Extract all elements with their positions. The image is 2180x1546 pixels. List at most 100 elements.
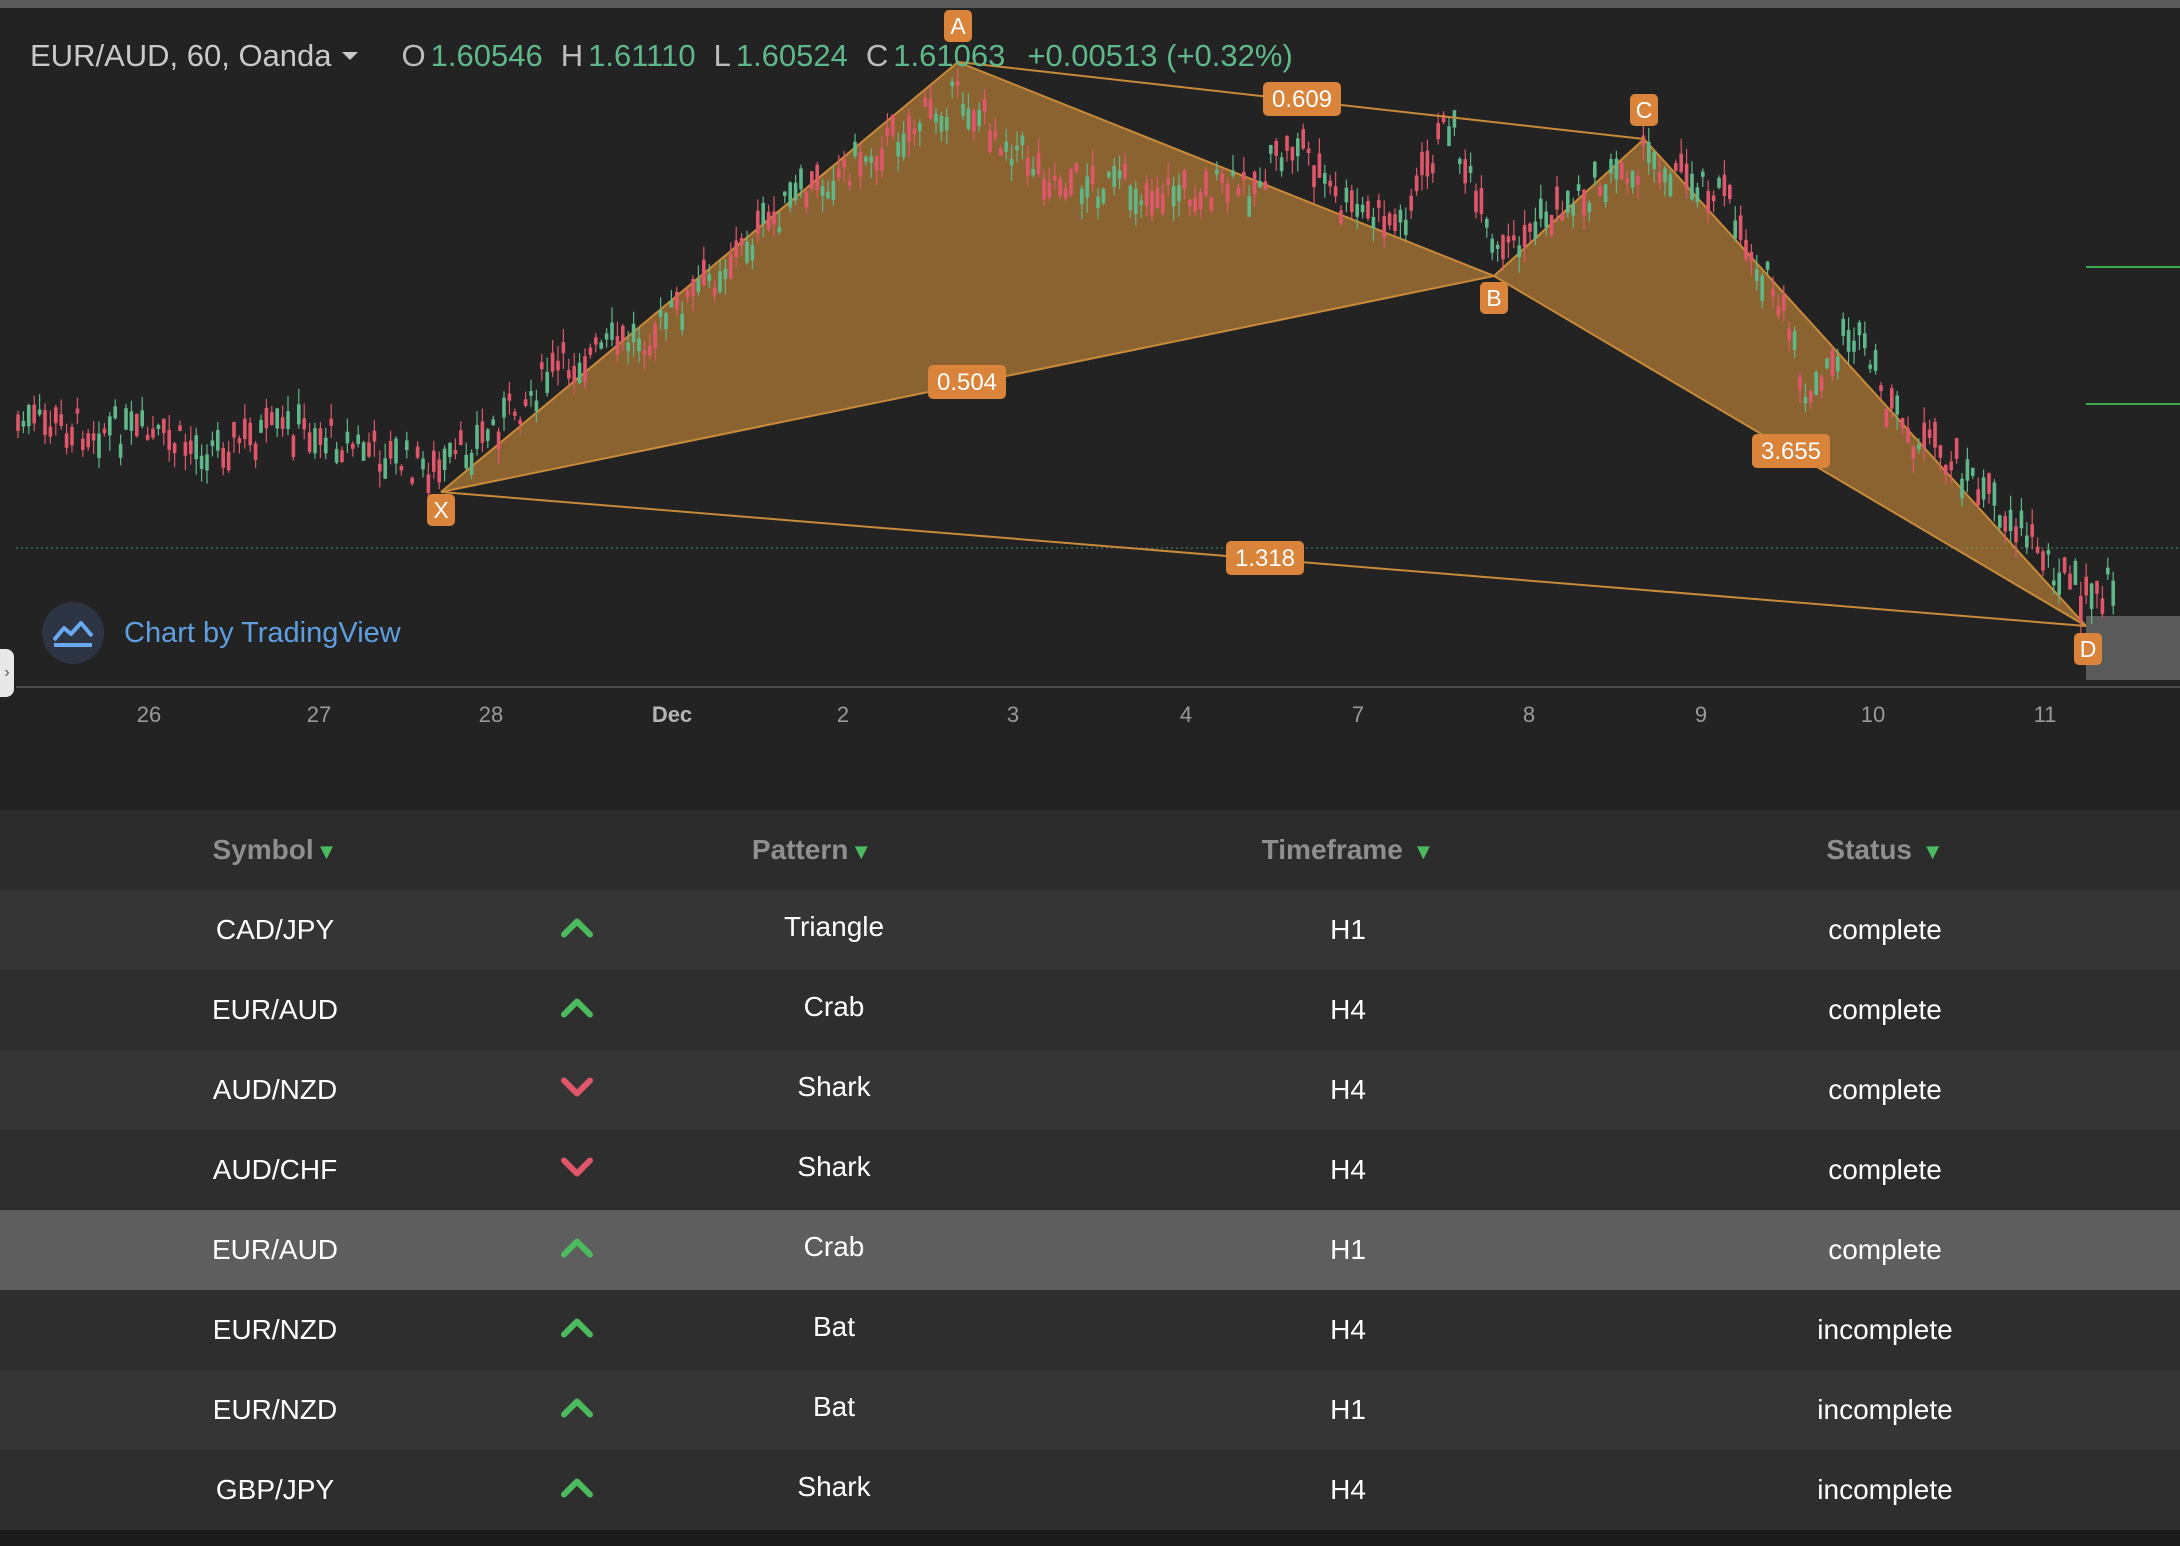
- chevron-up-icon: [560, 1317, 594, 1344]
- table-row[interactable]: AUD/NZD Shark H4 complete: [0, 1050, 2180, 1130]
- candle: [86, 433, 90, 448]
- candle: [1431, 163, 1435, 174]
- candle: [1863, 333, 1867, 349]
- candle: [1004, 141, 1008, 152]
- candle: [37, 409, 42, 415]
- candle: [1382, 216, 1386, 238]
- table-row[interactable]: GBP/JPY Shark H4 incomplete: [0, 1450, 2180, 1530]
- candle: [1722, 174, 1727, 196]
- pattern-point-badge: [1630, 94, 1658, 126]
- triangle-down-icon: ▼: [1921, 839, 1944, 864]
- candle: [594, 337, 598, 345]
- top-strip: [0, 0, 2180, 8]
- candle: [1047, 182, 1052, 198]
- candle: [194, 435, 198, 460]
- candle: [1128, 185, 1133, 211]
- chevron-down-icon[interactable]: [341, 52, 358, 60]
- candle: [1873, 350, 1878, 371]
- candle: [345, 431, 350, 444]
- chart-canvas[interactable]: 0.504 0.609 3.655 1.318 X A B C D 26 27 28 Dec 2 3 4 7…: [0, 8, 2180, 810]
- candle: [464, 454, 468, 469]
- candle: [842, 159, 846, 168]
- candle: [1112, 165, 1116, 187]
- candle: [702, 259, 706, 286]
- status-cell: incomplete: [1817, 1394, 1953, 1425]
- symbol-cell: AUD/CHF: [212, 1154, 338, 1185]
- table-row[interactable]: AUD/CHF Shark H4 complete: [0, 1130, 2180, 1210]
- symbol-label[interactable]: EUR/AUD, 60, Oanda: [30, 38, 332, 73]
- candle: [1333, 186, 1338, 197]
- status-cell: complete: [1828, 994, 1942, 1025]
- table-row[interactable]: EUR/NZD Bat H1 incomplete: [0, 1370, 2180, 1450]
- candle: [529, 391, 533, 396]
- pattern-point-badge: [2074, 633, 2102, 665]
- table-row[interactable]: EUR/NZD Bat H4 incomplete: [0, 1290, 2180, 1370]
- table-row[interactable]: EUR/AUD Crab H1 complete: [0, 1210, 2180, 1290]
- candle: [361, 442, 366, 461]
- candle: [1425, 150, 1430, 177]
- candle: [739, 237, 744, 246]
- pattern-point-b: B: [1486, 285, 1501, 311]
- table-row[interactable]: EUR/AUD Crab H4 complete: [0, 970, 2180, 1050]
- candle: [129, 411, 134, 431]
- symbol-column-header[interactable]: Symbol▼: [212, 834, 338, 865]
- candle: [1825, 358, 1829, 369]
- candle: [1717, 177, 1721, 188]
- candle: [259, 419, 263, 433]
- candle: [799, 168, 803, 190]
- candle: [1582, 189, 1586, 216]
- watermark-text[interactable]: Chart by TradingView: [124, 616, 401, 649]
- candle: [1765, 261, 1770, 270]
- status-column-header[interactable]: Status ▼: [1826, 834, 1944, 865]
- candle: [1992, 482, 1997, 506]
- candle: [226, 451, 231, 471]
- chevron-up-icon: [560, 997, 594, 1024]
- candle: [70, 426, 74, 446]
- chevron-down-icon: [560, 1157, 594, 1184]
- candle: [1949, 461, 1953, 471]
- pattern-column-header[interactable]: Pattern▼: [751, 834, 873, 865]
- tradingview-watermark[interactable]: Chart by TradingView: [42, 602, 401, 664]
- candle: [1927, 429, 1932, 438]
- candle: [108, 416, 112, 436]
- candle: [459, 430, 463, 446]
- candle: [1733, 220, 1737, 239]
- candle: [1312, 165, 1316, 188]
- candle: [1512, 235, 1516, 241]
- candle: [885, 127, 890, 137]
- candle: [1695, 187, 1700, 203]
- candle: [1587, 202, 1592, 212]
- candle: [307, 432, 312, 452]
- panel-collapse-handle[interactable]: ›: [0, 649, 14, 697]
- candle: [16, 414, 20, 431]
- pattern-point-x: X: [433, 497, 448, 523]
- table-row[interactable]: CAD/JPY Triangle H1 complete: [0, 890, 2180, 970]
- candle: [81, 438, 85, 450]
- candle: [1387, 213, 1392, 226]
- timeframe-column-header[interactable]: Timeframe ▼: [1261, 834, 1435, 865]
- candle: [583, 356, 587, 382]
- candle: [237, 438, 242, 444]
- candle: [124, 408, 128, 430]
- candle: [1830, 350, 1835, 376]
- candle: [1328, 180, 1332, 187]
- candle: [1652, 151, 1656, 169]
- price-chart[interactable]: 0.504 0.609 3.655 1.318 X A B C D 26 27 28 Dec 2 3 4 7…: [0, 8, 2180, 810]
- candle: [162, 418, 166, 434]
- candle: [97, 433, 101, 458]
- candle: [221, 447, 225, 468]
- candle: [901, 133, 906, 158]
- candle: [1760, 275, 1764, 301]
- candle: [1641, 135, 1646, 146]
- high-value: 1.61110: [588, 38, 696, 73]
- candle: [491, 419, 495, 426]
- candle: [280, 417, 285, 429]
- candle: [145, 434, 150, 440]
- candle: [1701, 171, 1705, 177]
- candle: [1533, 221, 1538, 239]
- candle: [2079, 595, 2083, 621]
- candle: [2089, 583, 2094, 609]
- candle: [1603, 184, 1608, 203]
- candle: [761, 202, 765, 225]
- candle: [1965, 459, 1970, 481]
